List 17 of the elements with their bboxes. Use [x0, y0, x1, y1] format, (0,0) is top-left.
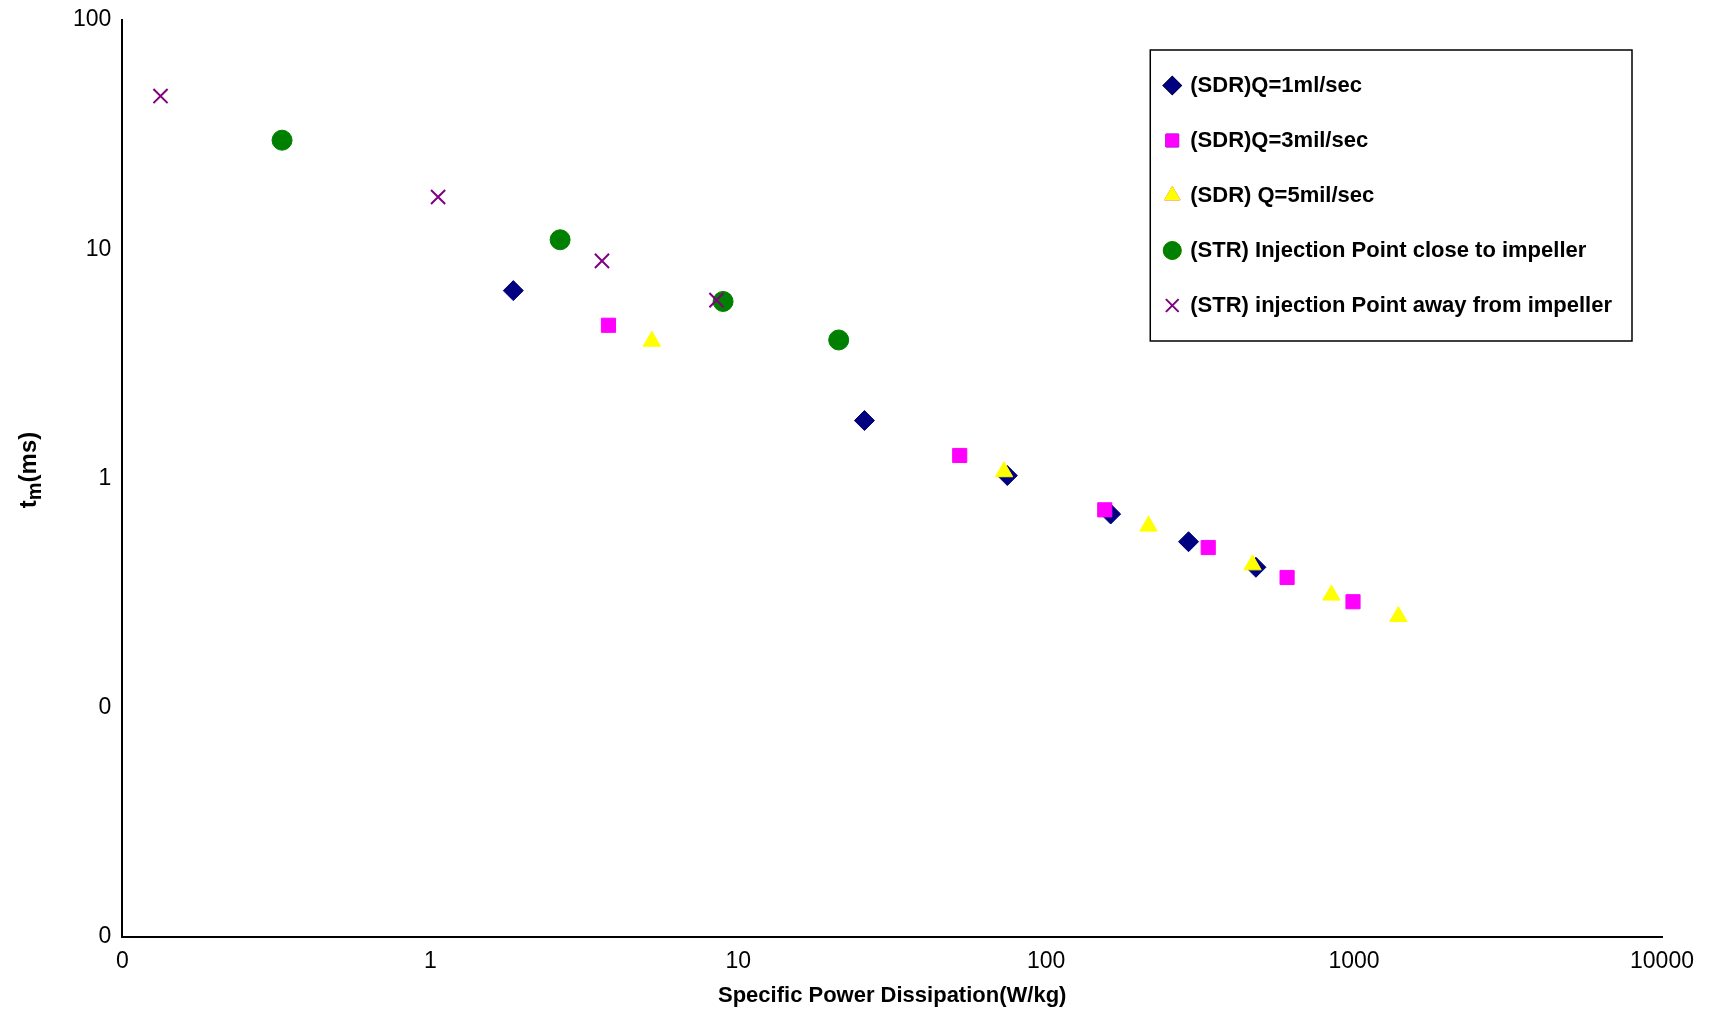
- x-tick-label: 10: [725, 947, 752, 974]
- legend-label: (SDR)Q=3mil/sec: [1190, 126, 1369, 152]
- legend-label: (STR) injection Point away from impeller: [1190, 291, 1613, 317]
- x-axis-title: Specific Power Dissipation(W/kg): [717, 981, 1067, 1007]
- legend-label: (STR) Injection Point close to impeller: [1190, 236, 1587, 262]
- y-tick-label: 0: [98, 693, 112, 720]
- x-tick-label: 1000: [1328, 947, 1380, 974]
- x-tick-label: 100: [1026, 947, 1066, 974]
- legend-label: (SDR)Q=1ml/sec: [1190, 71, 1363, 97]
- x-tick-label: 10000: [1630, 947, 1694, 974]
- x-tick-label: 0: [115, 947, 129, 974]
- legend-label: (SDR) Q=5mil/sec: [1190, 181, 1375, 207]
- y-tick-label: 1: [98, 463, 112, 490]
- x-tick-label: 1: [423, 947, 437, 974]
- y-tick-label: 10: [85, 234, 112, 261]
- y-tick-label: 0: [98, 922, 112, 949]
- y-tick-label: 100: [73, 5, 112, 32]
